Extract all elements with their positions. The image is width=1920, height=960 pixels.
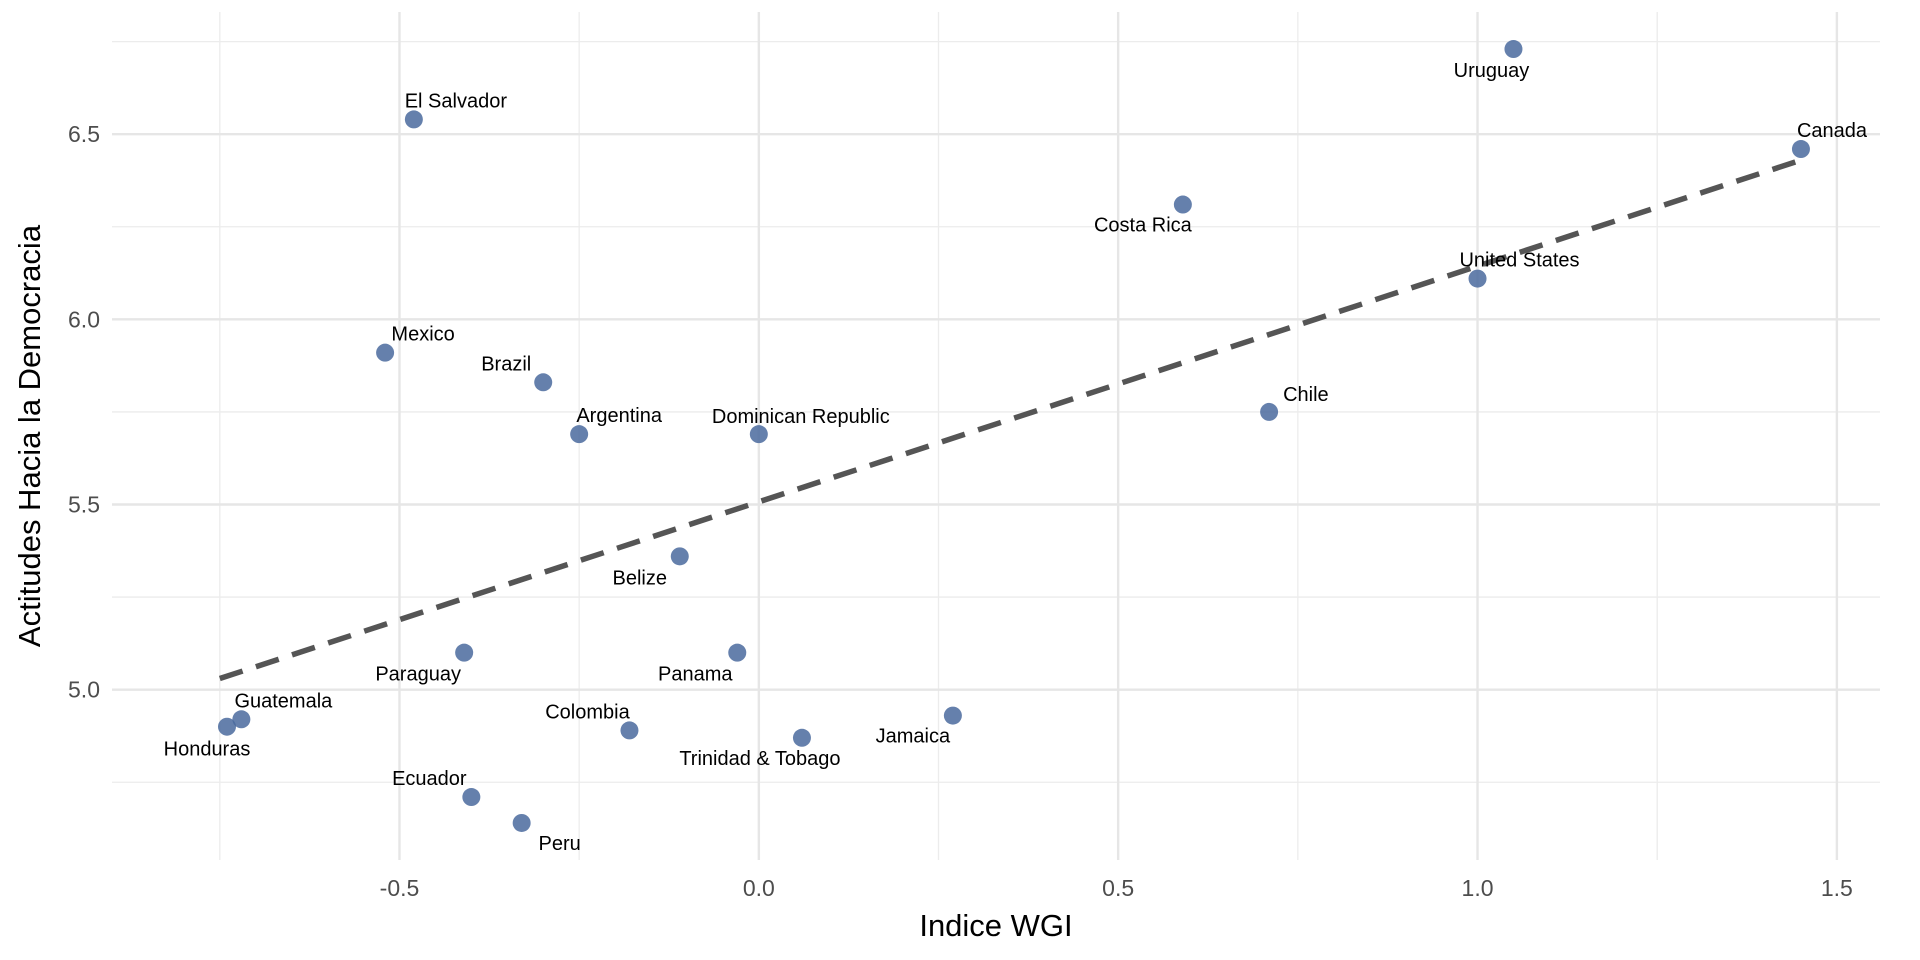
- x-axis-title: Indice WGI: [919, 908, 1072, 943]
- point-label-colombia: Colombia: [545, 701, 630, 723]
- data-point-peru: [512, 813, 531, 832]
- point-labels: Uruguay El Salvador Canada Costa Rica United…: [164, 60, 1868, 855]
- data-point-costa-rica: [1173, 195, 1192, 214]
- point-label-dominican-republic: Dominican Republic: [712, 406, 890, 428]
- y-tick-label: 6.0: [68, 306, 100, 332]
- data-point-colombia: [620, 721, 639, 740]
- point-label-uruguay: Uruguay: [1454, 60, 1530, 82]
- data-point-brazil: [534, 373, 553, 392]
- x-tick-label: 1.5: [1821, 875, 1853, 901]
- point-label-honduras: Honduras: [164, 739, 251, 761]
- point-label-guatemala: Guatemala: [234, 690, 333, 712]
- data-point-dominican-republic: [749, 425, 768, 444]
- y-axis-ticks: 5.0 5.5 6.0 6.5: [68, 121, 100, 702]
- point-label-brazil: Brazil: [481, 353, 531, 375]
- data-point-ecuador: [462, 788, 481, 807]
- point-label-chile: Chile: [1283, 384, 1329, 406]
- data-point-chile: [1260, 402, 1279, 421]
- data-point-united-states: [1468, 269, 1487, 288]
- data-point-panama: [728, 643, 747, 662]
- point-label-belize: Belize: [613, 567, 667, 589]
- y-tick-label: 6.5: [68, 121, 100, 147]
- point-label-argentina: Argentina: [576, 405, 662, 427]
- point-label-peru: Peru: [539, 833, 581, 855]
- point-label-paraguay: Paraguay: [375, 664, 461, 686]
- y-tick-label: 5.0: [68, 677, 100, 703]
- point-label-canada: Canada: [1797, 120, 1868, 142]
- trend-line: [218, 157, 1802, 682]
- data-point-argentina: [570, 425, 589, 444]
- data-point-trinidad-tobago: [792, 728, 811, 747]
- data-point-jamaica: [943, 706, 962, 725]
- x-tick-label: 0.0: [743, 875, 775, 901]
- point-label-jamaica: Jamaica: [876, 726, 951, 748]
- x-tick-label: 0.5: [1102, 875, 1134, 901]
- data-point-belize: [670, 547, 689, 566]
- point-label-mexico: Mexico: [391, 324, 454, 346]
- y-axis-title: Actitudes Hacia la Democracia: [12, 224, 47, 647]
- point-label-trinidad-tobago: Trinidad & Tobago: [679, 748, 840, 770]
- point-label-ecuador: Ecuador: [392, 768, 467, 790]
- data-point-guatemala: [232, 710, 251, 729]
- grid: [112, 12, 1880, 860]
- x-axis-ticks: -0.5 0.0 0.5 1.0 1.5: [380, 875, 1853, 901]
- x-tick-label: 1.0: [1462, 875, 1494, 901]
- data-point-canada: [1791, 140, 1810, 159]
- point-label-united-states: United States: [1459, 250, 1579, 272]
- point-label-panama: Panama: [658, 664, 733, 686]
- data-point-uruguay: [1504, 40, 1523, 59]
- point-label-costa-rica: Costa Rica: [1094, 215, 1193, 237]
- data-point-paraguay: [455, 643, 474, 662]
- point-label-el-salvador: El Salvador: [405, 90, 508, 112]
- data-point-honduras: [217, 717, 236, 736]
- y-tick-label: 5.5: [68, 492, 100, 518]
- data-points: [217, 40, 1810, 832]
- data-point-el-salvador: [404, 110, 423, 129]
- x-tick-label: -0.5: [380, 875, 420, 901]
- data-point-mexico: [376, 343, 395, 362]
